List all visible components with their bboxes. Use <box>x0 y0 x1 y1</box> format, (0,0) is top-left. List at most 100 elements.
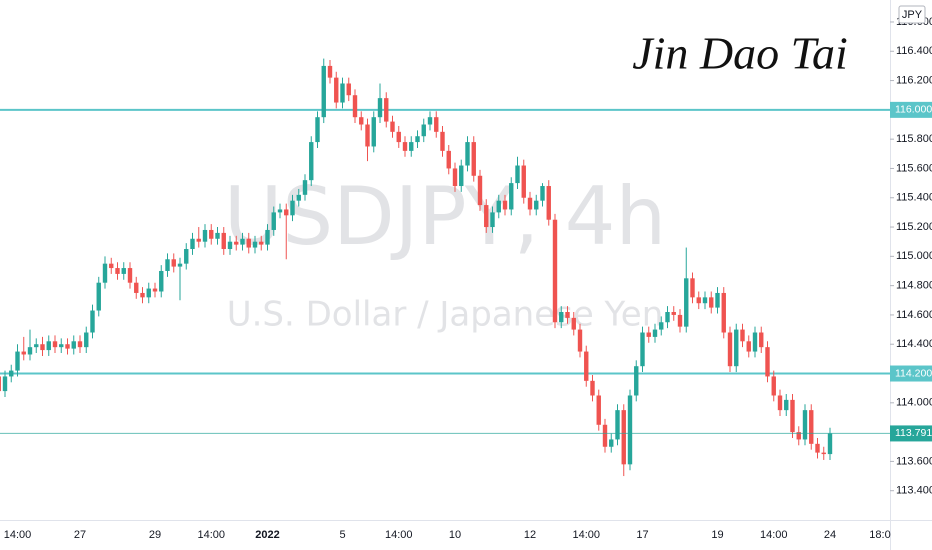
x-tick-label: 14:00 <box>4 529 32 541</box>
candle-body <box>109 263 114 269</box>
candle-body <box>296 194 301 201</box>
candle-body <box>490 212 495 228</box>
candle-body <box>827 433 833 455</box>
watermark-subtitle: U.S. Dollar / Japanese Yen <box>227 295 664 335</box>
candle-body <box>484 205 489 228</box>
candle-body <box>502 200 508 210</box>
candle-body <box>240 238 245 245</box>
candle-body <box>471 142 476 176</box>
x-tick-label: 14:00 <box>760 529 788 541</box>
candle-body <box>34 344 39 348</box>
candle-body <box>334 77 339 103</box>
level-label-box <box>890 365 932 382</box>
candle-body <box>209 229 214 239</box>
candle-body <box>115 268 120 274</box>
candle-body <box>140 292 145 298</box>
candle-body <box>96 282 101 311</box>
candle-body <box>202 229 208 242</box>
candle-body <box>409 142 414 151</box>
candle-body <box>384 98 389 122</box>
x-tick-label: 12 <box>524 529 536 541</box>
candle-body <box>809 410 814 444</box>
candle-body <box>165 259 170 271</box>
candle-body <box>459 165 464 187</box>
y-tick-label: 116.400 <box>896 45 932 57</box>
candle-body <box>577 329 583 352</box>
candle-body <box>77 341 83 348</box>
watermark-title: USDJPY, 4h <box>224 170 666 263</box>
candle-body <box>221 232 226 250</box>
candle-body <box>740 329 745 342</box>
candle-body <box>646 332 651 337</box>
candle-body <box>477 175 483 206</box>
x-tick-label: 14:00 <box>385 529 413 541</box>
x-tick-label: 29 <box>149 529 161 541</box>
candle-body <box>309 142 314 181</box>
candle-body <box>0 376 1 392</box>
candle-body <box>584 351 589 381</box>
candle-body <box>802 410 808 440</box>
candle-body <box>546 186 551 220</box>
candle-body <box>371 117 376 147</box>
candle-body <box>90 310 95 333</box>
candle-body <box>227 241 233 250</box>
candle-body <box>302 180 308 195</box>
candle-body <box>21 351 26 355</box>
candle-body <box>71 341 76 349</box>
candle-body <box>190 238 195 250</box>
candle-body <box>402 142 408 151</box>
candle-body <box>784 399 789 411</box>
candle-body <box>771 376 776 396</box>
candle-body <box>527 197 533 210</box>
candle-body <box>552 219 558 323</box>
x-tick-label: 2022 <box>255 529 279 541</box>
candle-body <box>590 380 595 396</box>
candle-body <box>634 366 639 396</box>
x-tick-label: 19 <box>711 529 723 541</box>
x-tick-label: 24 <box>824 529 836 541</box>
candle-body <box>540 186 545 201</box>
candle-body <box>815 443 820 453</box>
candle-body <box>434 117 439 132</box>
candle-body <box>340 83 345 103</box>
candle-body <box>671 312 676 315</box>
candle-body <box>746 341 751 352</box>
candle-body <box>609 439 614 447</box>
candle-body <box>59 344 64 348</box>
candle-body <box>102 263 108 283</box>
candle-body <box>465 142 470 166</box>
candle-body <box>184 249 189 264</box>
currency-box <box>898 5 926 24</box>
x-tick-label: 14:00 <box>572 529 600 541</box>
candle-body <box>52 341 58 348</box>
candle-body <box>684 278 689 327</box>
candle-body <box>652 329 658 337</box>
candle-body <box>246 238 251 248</box>
candle-body <box>271 212 276 230</box>
candle-body <box>790 399 795 433</box>
candle-body <box>352 95 358 118</box>
candle-body <box>559 312 564 323</box>
level-label: 114.200 <box>895 367 932 379</box>
candle-body <box>315 117 320 143</box>
candle-body <box>796 432 801 440</box>
candle-body <box>571 317 576 330</box>
candle-body <box>27 347 33 355</box>
candle-body <box>265 229 270 245</box>
candle-body <box>621 410 626 465</box>
candle-body <box>446 150 451 169</box>
x-tick-label: 17 <box>636 529 648 541</box>
candle-body <box>534 200 539 210</box>
y-tick-label: 115.000 <box>896 250 932 262</box>
candle-body <box>9 370 14 377</box>
currency-label: JPY <box>902 9 923 21</box>
candle-body <box>709 297 714 308</box>
candle-body <box>390 121 395 132</box>
candle-body <box>121 268 126 274</box>
candle-body <box>134 282 139 293</box>
x-tick-label: 10 <box>449 529 461 541</box>
x-tick-label: 27 <box>74 529 86 541</box>
y-tick-label: 113.400 <box>896 485 932 497</box>
y-tick-label: 115.800 <box>896 133 932 145</box>
